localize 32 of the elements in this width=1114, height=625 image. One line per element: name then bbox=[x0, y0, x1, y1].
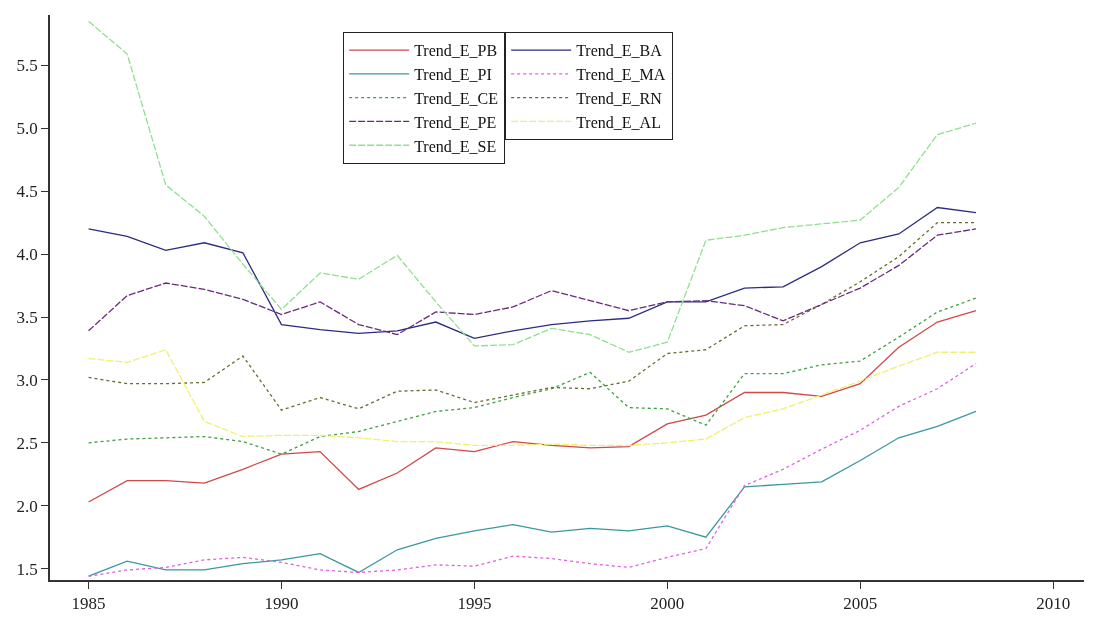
y-tick-label: 4.5 bbox=[16, 182, 38, 202]
line-series bbox=[87, 297, 977, 455]
y-tick-label: 5.5 bbox=[16, 56, 38, 76]
y-tick-label: 4.0 bbox=[16, 245, 38, 265]
x-tick-label: 2010 bbox=[1036, 594, 1071, 614]
x-tick-label: 1985 bbox=[71, 594, 106, 614]
legend-label: Trend_E_MA bbox=[576, 66, 666, 84]
legend-label: Trend_E_AL bbox=[576, 113, 661, 131]
y-tick-label: 3.0 bbox=[16, 370, 38, 390]
x-tick-label: 1990 bbox=[264, 594, 299, 614]
x-tick-label: 1995 bbox=[457, 594, 492, 614]
y-tick-label: 1.5 bbox=[16, 559, 38, 579]
line-series bbox=[87, 310, 977, 503]
legend-label: Trend_E_PI bbox=[414, 66, 492, 84]
legend-label: Trend_E_PB bbox=[414, 42, 498, 60]
x-tick-label: 2005 bbox=[843, 594, 878, 614]
legend-label: Trend_E_CE bbox=[414, 89, 499, 107]
line-series bbox=[87, 221, 977, 411]
y-tick-label: 2.5 bbox=[16, 433, 38, 453]
legend-label: Trend_E_BA bbox=[576, 42, 663, 60]
line-series bbox=[87, 349, 977, 447]
y-tick-label: 3.5 bbox=[16, 307, 38, 327]
line-series bbox=[87, 206, 977, 340]
line-series bbox=[87, 362, 977, 577]
legend-label: Trend_E_PE bbox=[414, 113, 497, 131]
y-tick-label: 5.0 bbox=[16, 119, 38, 139]
legend-label: Trend_E_SE bbox=[414, 137, 497, 155]
legend-label: Trend_E_RN bbox=[576, 89, 663, 107]
x-tick-label: 2000 bbox=[650, 594, 685, 614]
y-tick-label: 2.0 bbox=[16, 496, 38, 516]
line-series bbox=[87, 228, 977, 336]
line-series bbox=[87, 20, 977, 353]
